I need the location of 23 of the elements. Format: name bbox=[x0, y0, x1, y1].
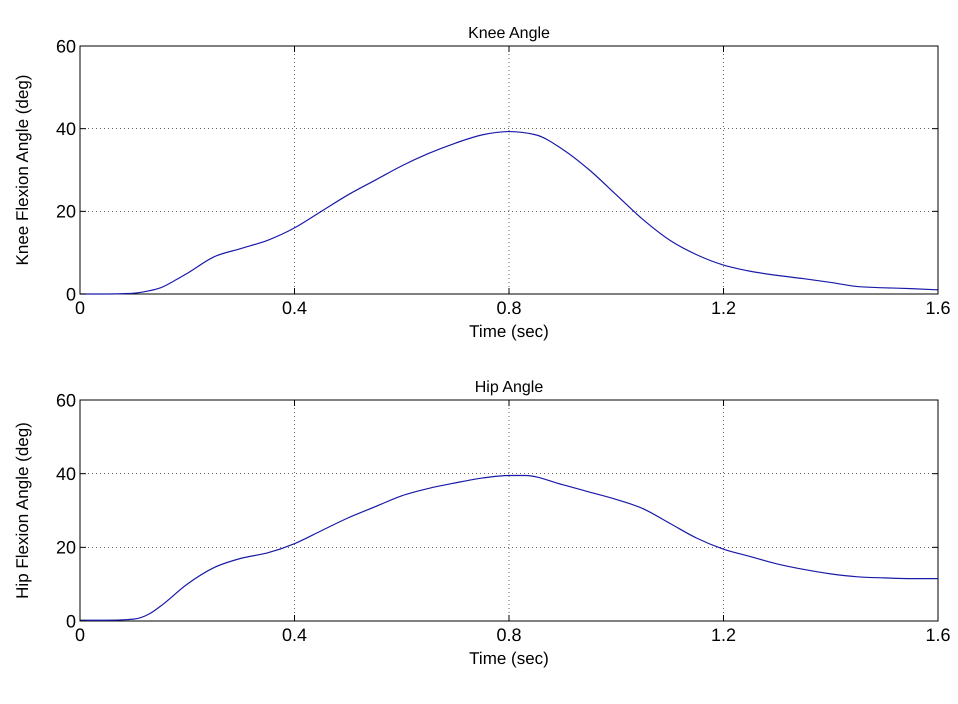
x-tick-label: 0.4 bbox=[282, 625, 308, 645]
y-tick-label: 60 bbox=[56, 36, 76, 56]
x-tick-label: 1.2 bbox=[710, 625, 736, 645]
x-tick-label: 1.6 bbox=[925, 298, 951, 318]
x-axis-title: Time (sec) bbox=[469, 649, 549, 668]
y-tick-label: 0 bbox=[66, 284, 76, 304]
y-tick-label: 20 bbox=[56, 538, 76, 558]
y-axis-title: Knee Flexion Angle (deg) bbox=[13, 74, 32, 266]
x-tick-label: 0.8 bbox=[496, 298, 522, 318]
y-tick-label: 20 bbox=[56, 202, 76, 222]
line-series bbox=[79, 474, 939, 621]
x-tick-label: 0.4 bbox=[282, 298, 308, 318]
x-axis-title: Time (sec) bbox=[469, 322, 549, 341]
y-axis-title: Hip Flexion Angle (deg) bbox=[13, 422, 32, 599]
chart-title: Hip Angle bbox=[474, 379, 544, 396]
y-tick-label: 0 bbox=[66, 611, 76, 632]
x-tick-label: 0.8 bbox=[496, 625, 522, 645]
y-tick-label: 40 bbox=[56, 118, 76, 139]
x-tick-label: 1.2 bbox=[710, 298, 736, 318]
x-tick-label: 1.6 bbox=[925, 625, 951, 645]
y-tick-label: 40 bbox=[56, 464, 76, 484]
chart-title: Knee Angle bbox=[468, 25, 550, 42]
y-tick-label: 60 bbox=[56, 390, 76, 410]
